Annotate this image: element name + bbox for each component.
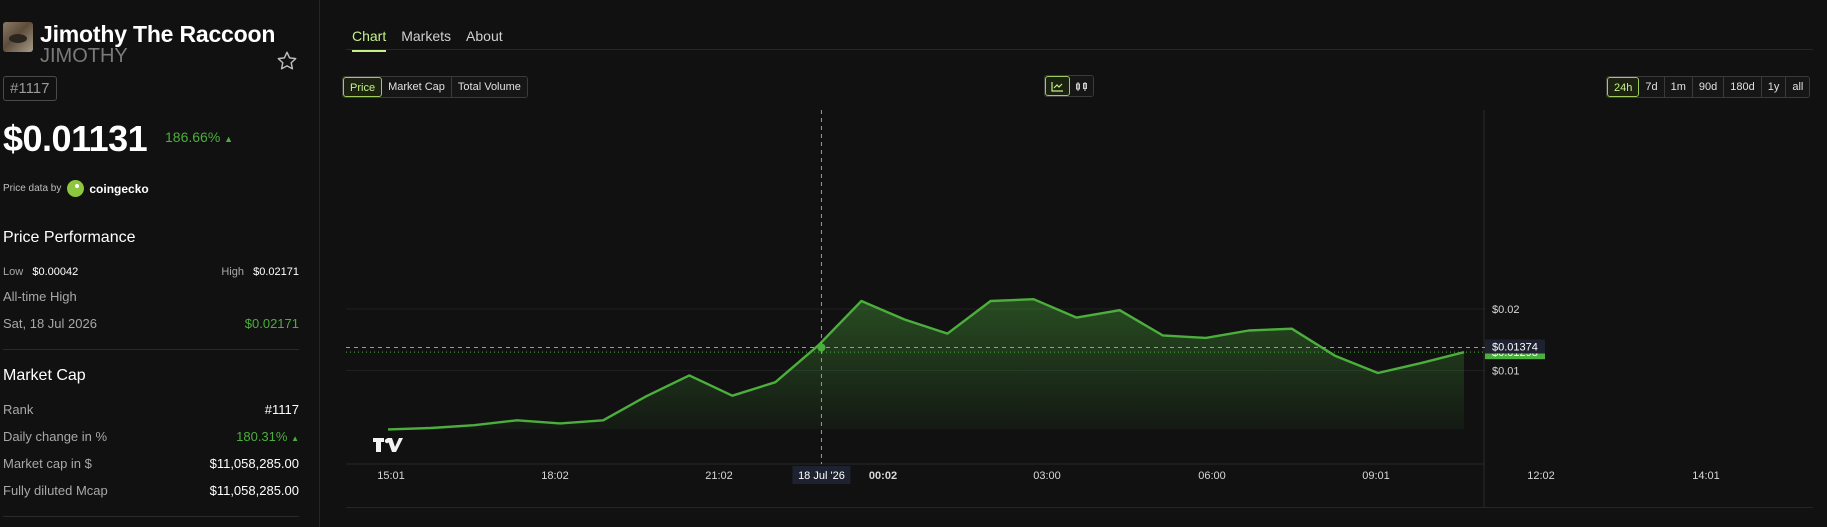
crosshair-price-label: $0.01374: [1492, 341, 1538, 353]
price-area: [388, 299, 1464, 430]
content-tabs: Chart Markets About: [352, 28, 503, 52]
tradingview-logo-icon[interactable]: [373, 437, 403, 453]
market-cap-button[interactable]: Market Cap: [382, 77, 452, 97]
range-180d-button[interactable]: 180d: [1724, 77, 1762, 97]
coin-avatar: [3, 22, 33, 52]
metric-toggle: Price Market Cap Total Volume: [342, 76, 528, 98]
rank-label: Rank: [3, 402, 34, 417]
up-arrow-icon: ▲: [291, 434, 299, 443]
low-high-row: Low $0.00042 High $0.02171: [3, 266, 299, 278]
ath-value: $0.02171: [244, 316, 299, 331]
fdv-row: Fully diluted Mcap $11,058,285.00: [3, 483, 299, 498]
crosshair-date-tag: [792, 466, 851, 484]
price-chart[interactable]: $0.02 $0.01 15:01 18:02 21:02 00:02 03:00 06:0…: [346, 110, 1813, 510]
ath-row: Sat, 18 Jul 2026 $0.02171: [3, 316, 299, 331]
current-price: $0.01131: [3, 118, 148, 159]
crosshair-point: [817, 343, 826, 352]
fdv-value: $11,058,285.00: [209, 483, 299, 498]
market-cap-title: Market Cap: [3, 367, 86, 384]
market-cap-value: $11,058,285.00: [209, 456, 299, 471]
favorite-star-icon[interactable]: [276, 50, 298, 72]
low-value: $0.00042: [32, 266, 79, 278]
coin-name: Jimothy The Raccoon: [40, 21, 276, 47]
x-tick-label: 15:01: [377, 470, 405, 482]
tabs-underline: [346, 49, 1813, 50]
x-tick-label: 18:02: [541, 470, 569, 482]
market-cap-label: Market cap in $: [3, 456, 92, 471]
price-button[interactable]: Price: [343, 77, 383, 97]
provider-name: coingecko: [89, 181, 149, 196]
rank-row: Rank #1117: [3, 402, 299, 417]
x-tick-label: 21:02: [705, 470, 733, 482]
x-axis-labels: 15:01 18:02 21:02 00:02 03:00 06:00 09:01 12:02…: [377, 470, 1720, 482]
up-arrow-icon: ▲: [224, 134, 234, 144]
y-axis-labels: $0.02 $0.01: [1492, 304, 1520, 378]
price-change: 186.66% ▲: [165, 129, 233, 145]
ath-label: All-time High: [3, 289, 77, 304]
divider: [3, 516, 299, 517]
y-tick-label: $0.02: [1492, 304, 1520, 316]
daily-change-row: Daily change in % 180.31% ▲: [3, 429, 299, 444]
low-label: Low: [3, 266, 24, 278]
chart-grid: [346, 110, 1486, 507]
fdv-label: Fully diluted Mcap: [3, 483, 108, 498]
price-performance-title: Price Performance: [3, 229, 136, 246]
x-tick-label: 12:02: [1527, 470, 1555, 482]
range-all-button[interactable]: all: [1786, 77, 1810, 97]
price-data-label: Price data by: [3, 183, 62, 194]
x-tick-label: 03:00: [1033, 470, 1061, 482]
coin-header: Jimothy The Raccoon JIMOTHY: [3, 22, 275, 66]
coin-info-panel: Jimothy The Raccoon JIMOTHY #1117 $0.011…: [0, 0, 320, 527]
tab-about[interactable]: About: [466, 28, 503, 44]
range-7d-button[interactable]: 7d: [1639, 77, 1665, 97]
range-90d-button[interactable]: 90d: [1692, 77, 1725, 97]
range-24h-button[interactable]: 24h: [1607, 77, 1640, 97]
daily-change-label: Daily change in %: [3, 429, 108, 444]
ath-date: Sat, 18 Jul 2026: [3, 316, 97, 331]
chart-type-toggle: [1044, 75, 1094, 97]
high-value: $0.02171: [253, 266, 299, 278]
divider: [3, 349, 299, 350]
tab-chart[interactable]: Chart: [352, 28, 387, 52]
x-tick-label: 09:01: [1362, 470, 1390, 482]
crosshair-price-tag: [1485, 339, 1545, 354]
high-label: High: [221, 266, 244, 278]
rank-value: #1117: [264, 402, 299, 417]
price-data-attribution[interactable]: Price data by coingecko: [3, 180, 149, 197]
candlestick-icon[interactable]: [1070, 76, 1093, 96]
x-tick-label: 06:00: [1198, 470, 1226, 482]
chart-bottom-border: [346, 507, 1813, 508]
price-change-value: 186.66%: [165, 129, 221, 145]
x-tick-label: 00:02: [869, 470, 897, 482]
total-volume-button[interactable]: Total Volume: [451, 77, 527, 97]
y-tick-label: $0.01: [1492, 366, 1520, 378]
price-line: [387, 298, 1465, 431]
range-1y-button[interactable]: 1y: [1761, 77, 1787, 97]
crosshair-date-label: 18 Jul '26: [798, 470, 845, 482]
x-tick-label: 14:01: [1692, 470, 1720, 482]
coingecko-logo-icon: [67, 180, 85, 197]
line-chart-icon[interactable]: [1045, 76, 1070, 96]
range-1m-button[interactable]: 1m: [1664, 77, 1693, 97]
time-range-toggle: 24h 7d 1m 90d 180d 1y all: [1606, 76, 1811, 98]
rank-badge: #1117: [3, 76, 57, 101]
tab-markets[interactable]: Markets: [401, 28, 452, 44]
coin-symbol: JIMOTHY: [40, 45, 128, 67]
ath-label-row: All-time High: [3, 289, 299, 304]
market-cap-row: Market cap in $ $11,058,285.00: [3, 456, 299, 471]
daily-change-value: 180.31%: [236, 429, 288, 444]
